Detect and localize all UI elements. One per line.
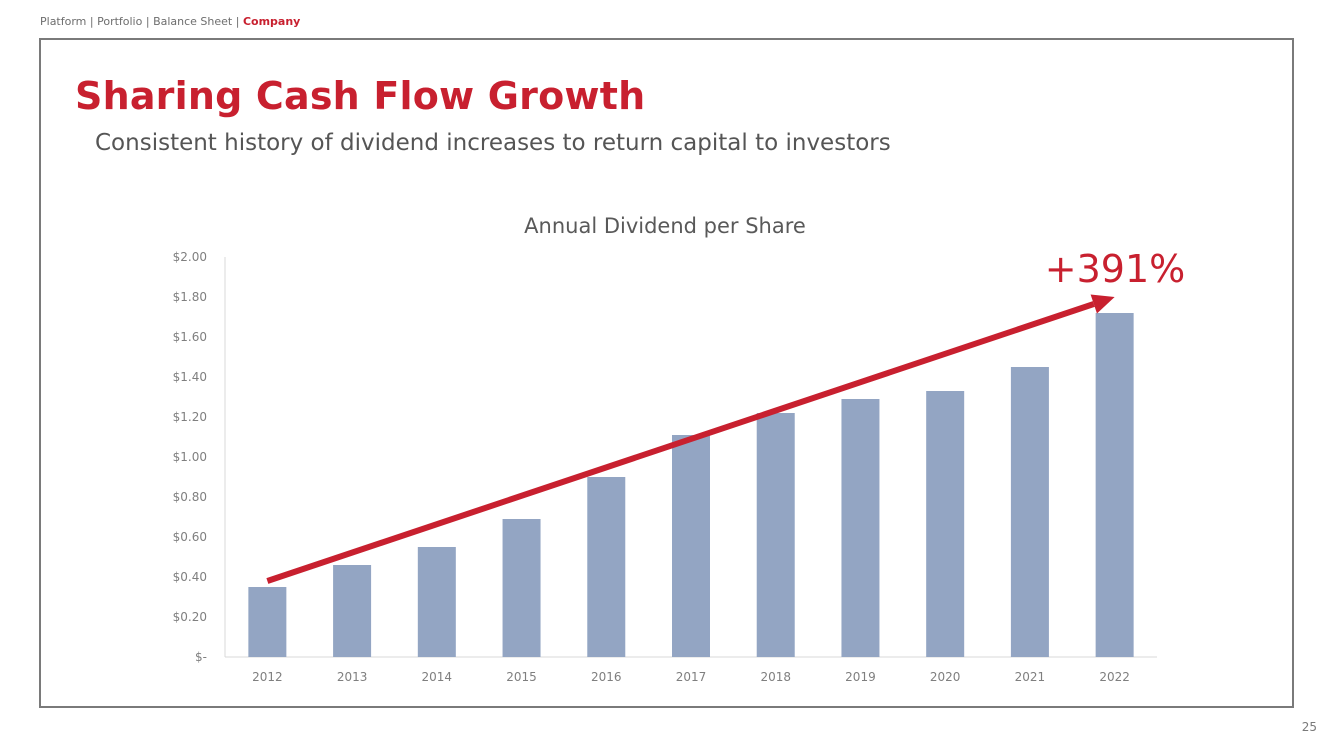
bar <box>417 547 456 657</box>
x-tick-label: 2015 <box>506 670 537 684</box>
slide-frame <box>39 38 1294 708</box>
breadcrumb-separator: | <box>232 15 243 28</box>
y-tick-label: $0.20 <box>173 610 207 624</box>
breadcrumb-item-portfolio[interactable]: Portfolio <box>97 15 143 28</box>
bar <box>1095 313 1134 657</box>
x-axis: 2012 2013 2014 2015 2016 2017 2018 2019 2020 2021… <box>225 656 1157 684</box>
trend-arrowhead <box>1090 294 1115 314</box>
x-tick-label: 2012 <box>252 670 283 684</box>
x-tick-label: 2022 <box>1099 670 1130 684</box>
breadcrumb-separator: | <box>142 15 154 28</box>
y-tick-label: $1.40 <box>173 370 207 384</box>
x-tick-label: 2021 <box>1015 670 1046 684</box>
bars <box>248 313 1134 657</box>
breadcrumb-item-company[interactable]: Company <box>242 15 301 28</box>
y-tick-label: $1.60 <box>173 330 207 344</box>
x-tick-label: 2020 <box>930 670 961 684</box>
x-tick-label: 2014 <box>422 670 453 684</box>
y-tick-label: $2.00 <box>173 250 207 264</box>
page-number: 25 <box>1301 720 1317 734</box>
page-subtitle: Consistent history of dividend increases… <box>95 130 891 156</box>
chart-title: Annual Dividend per Share <box>524 214 806 238</box>
breadcrumb-item-platform[interactable]: Platform <box>40 15 87 28</box>
bar <box>248 587 287 657</box>
y-tick-label: $0.80 <box>173 490 207 504</box>
bar <box>841 399 880 657</box>
y-tick-label: $0.40 <box>173 570 207 584</box>
x-tick-label: 2013 <box>337 670 368 684</box>
bar <box>672 435 710 657</box>
x-tick-label: 2019 <box>845 670 876 684</box>
breadcrumb: Platform | Portfolio | Balance Sheet | C… <box>40 15 300 28</box>
y-tick-label: $0.60 <box>173 530 207 544</box>
y-tick-label: $1.00 <box>173 450 207 464</box>
breadcrumb-separator: | <box>86 15 98 28</box>
x-tick-label: 2017 <box>676 670 707 684</box>
page-title: Sharing Cash Flow Growth <box>75 74 646 118</box>
y-tick-label: $1.20 <box>173 410 207 424</box>
bar <box>502 519 541 657</box>
bar <box>333 565 372 657</box>
breadcrumb-item-balance-sheet[interactable]: Balance Sheet <box>153 15 233 28</box>
trend-line <box>266 301 1095 584</box>
y-axis: $- $0.20 $0.40 $0.60 $0.80 $1.00 $1.20 $1.40 $1.… <box>173 250 226 664</box>
bar <box>756 413 795 657</box>
growth-annotation: +391% <box>1045 247 1185 291</box>
bar <box>926 391 965 657</box>
x-tick-label: 2018 <box>760 670 791 684</box>
trend-arrow <box>266 294 1115 584</box>
y-tick-label: $- <box>195 650 207 664</box>
bar <box>1010 367 1049 657</box>
x-tick-label: 2016 <box>591 670 622 684</box>
y-tick-label: $1.80 <box>173 290 207 304</box>
bar <box>587 477 626 657</box>
